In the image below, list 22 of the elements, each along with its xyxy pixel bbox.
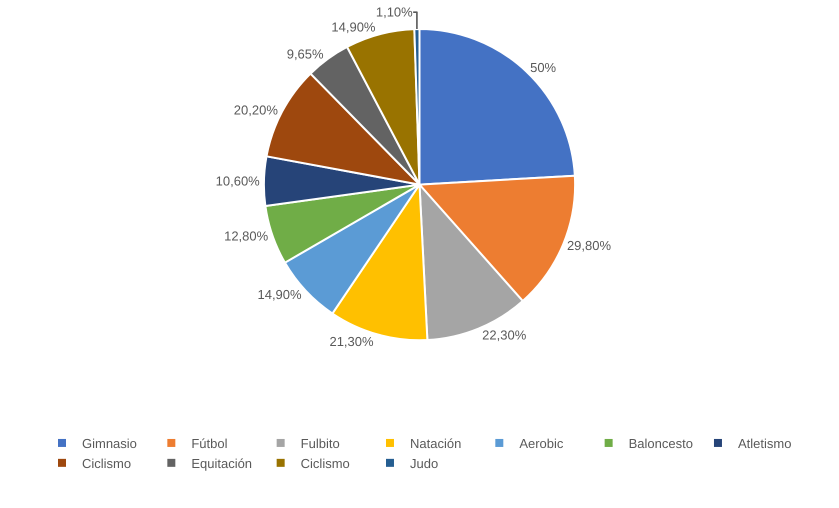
data-label: 1,10% — [376, 4, 414, 20]
data-label: 14,90% — [331, 20, 376, 35]
legend-label: Baloncesto — [628, 436, 693, 452]
legend-label: Equitación — [191, 456, 252, 471]
legend-label: Ciclismo — [300, 456, 350, 471]
data-label: 50% — [530, 60, 557, 76]
data-label: 14,90% — [257, 286, 302, 302]
legend-label: Ciclismo — [82, 456, 132, 471]
data-label: 21,30% — [329, 334, 374, 349]
legend-label: Atletismo — [738, 436, 792, 452]
data-label: 22,30% — [482, 328, 527, 343]
legend-label: Aerobic — [519, 436, 564, 452]
legend-label: Natación — [410, 436, 462, 452]
data-label: 10,60% — [216, 174, 260, 189]
legend-label: Judo — [410, 456, 438, 471]
data-label: 12,80% — [224, 228, 269, 244]
data-label: 9,65% — [286, 46, 324, 62]
legend-label: Fulbito — [300, 436, 340, 452]
data-label: 29,80% — [566, 238, 612, 253]
legend-label: Fútbol — [191, 436, 228, 452]
data-label: 20,20% — [234, 102, 278, 118]
legend-label: Gimnasio — [82, 436, 137, 452]
